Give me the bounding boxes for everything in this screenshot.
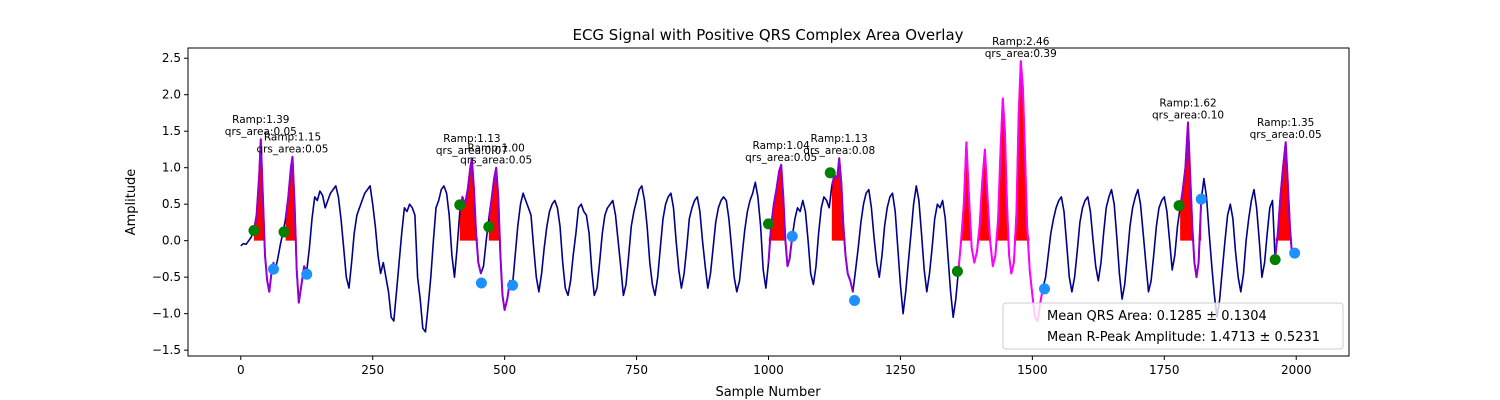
annotation-qrs-area-0: qrs_area:0.05 — [225, 126, 297, 138]
annotation-ramp-2: Ramp:1.13 — [443, 133, 500, 145]
annotation-qrs-area-3: qrs_area:0.05 — [460, 155, 532, 167]
qrs-segment-line-6 — [957, 60, 1044, 322]
q-point-8 — [1269, 254, 1281, 266]
chart-title: ECG Signal with Positive QRS Complex Are… — [572, 26, 963, 44]
y-tick-label-1: −1.0 — [152, 307, 181, 321]
s-point-6 — [1039, 283, 1051, 295]
y-tick-label-6: 1.5 — [162, 124, 181, 138]
x-tick-label-2: 500 — [493, 363, 516, 377]
qrs-segment-line-0 — [253, 138, 275, 293]
qrs-segment-line-8 — [1274, 141, 1295, 260]
x-axis-label: Sample Number — [715, 385, 821, 400]
q-point-6 — [951, 265, 963, 277]
qrs-segment-line-7 — [1179, 121, 1203, 279]
x-tick-label-7: 1750 — [1149, 363, 1180, 377]
annotation-qrs-area-5: qrs_area:0.08 — [803, 145, 875, 157]
x-tick-label-0: 0 — [237, 363, 245, 377]
y-tick-label-3: 0.0 — [162, 234, 181, 248]
s-point-5 — [849, 295, 861, 307]
annotation-ramp-4: Ramp:1.04 — [753, 140, 811, 152]
annotation-ramp-7: Ramp:1.62 — [1159, 97, 1216, 109]
y-tick-label-4: 0.5 — [162, 197, 181, 211]
legend-entry-r-peak: Mean R-Peak Amplitude: 1.4713 ± 0.5231 — [1047, 330, 1320, 345]
y-tick-label-5: 1.0 — [162, 161, 181, 175]
legend-entry-qrs-area: Mean QRS Area: 0.1285 ± 0.1304 — [1047, 309, 1267, 324]
s-point-0 — [267, 263, 279, 275]
q-point-1 — [278, 226, 290, 238]
s-point-4 — [786, 230, 798, 242]
q-point-4 — [763, 218, 774, 230]
s-point-1 — [301, 268, 313, 280]
q-point-3 — [483, 221, 495, 233]
annotation-ramp-0: Ramp:1.39 — [232, 114, 289, 126]
q-point-0 — [248, 224, 260, 236]
x-tick-label-4: 1000 — [753, 363, 784, 377]
qrs-points — [248, 167, 1301, 307]
signal-lines — [240, 60, 1297, 333]
annotation-qrs-area-1: qrs_area:0.05 — [256, 144, 328, 156]
qrs-segment-line-2 — [458, 157, 482, 274]
qrs-area-fill-7 — [1180, 122, 1202, 241]
ecg-line — [240, 60, 1297, 333]
s-point-3 — [507, 279, 519, 291]
qrs-segment-line-3 — [487, 166, 514, 311]
annotation-qrs-area-6: qrs_area:0.39 — [985, 48, 1057, 60]
s-point-7 — [1195, 193, 1207, 205]
x-tick-label-8: 2000 — [1281, 363, 1312, 377]
q-point-2 — [454, 199, 466, 211]
s-point-8 — [1289, 247, 1301, 259]
x-tick-label-3: 750 — [625, 363, 648, 377]
y-tick-label-8: 2.5 — [162, 51, 181, 65]
annotation-qrs-area-2: qrs_area:0.07 — [436, 145, 508, 157]
y-tick-label-2: −0.5 — [152, 270, 181, 284]
annotation-qrs-area-4: qrs_area:0.05 — [745, 152, 817, 164]
legend-box — [1002, 302, 1344, 350]
s-point-2 — [475, 277, 487, 289]
annotation-qrs-area-7: qrs_area:0.10 — [1152, 109, 1224, 121]
legend: Mean QRS Area: 0.1285 ± 0.1304 Mean R-Pe… — [1002, 302, 1344, 350]
y-axis-ticks: −1.5 −1.0 −0.5 0.0 0.5 1.0 1.5 2.0 2.5 — [152, 51, 188, 357]
annotation-ramp-3: Ramp:1.00 — [468, 143, 525, 155]
y-tick-label-0: −1.5 — [152, 343, 181, 357]
annotation-ramp-8: Ramp:1.35 — [1257, 117, 1314, 129]
x-tick-label-5: 1250 — [885, 363, 916, 377]
annotation-ramp-6: Ramp:2.46 — [992, 36, 1050, 48]
qrs-segment-line-4 — [767, 163, 794, 268]
annotation-ramp-1: Ramp:1.15 — [264, 132, 321, 144]
peak-annotations: Ramp:1.39qrs_area:0.05Ramp:1.15qrs_area:… — [225, 36, 1322, 167]
qrs-area-fill-0 — [253, 139, 274, 241]
q-point-5 — [824, 167, 836, 179]
q-point-7 — [1173, 200, 1185, 212]
qrs-area-fill-2 — [459, 158, 481, 241]
x-tick-label-1: 250 — [361, 363, 384, 377]
y-axis-label: Amplitude — [124, 169, 139, 236]
qrs-area-fill-4 — [768, 164, 793, 241]
x-axis-ticks: 0 250 500 750 1000 1250 1500 1750 2000 — [237, 356, 1312, 377]
x-tick-label-6: 1500 — [1017, 363, 1048, 377]
qrs-area-fill-3 — [488, 167, 513, 241]
annotation-ramp-5: Ramp:1.13 — [811, 133, 868, 145]
qrs-segment-line-5 — [830, 157, 854, 293]
annotation-qrs-area-8: qrs_area:0.05 — [1250, 129, 1322, 141]
y-tick-label-7: 2.0 — [162, 88, 181, 102]
